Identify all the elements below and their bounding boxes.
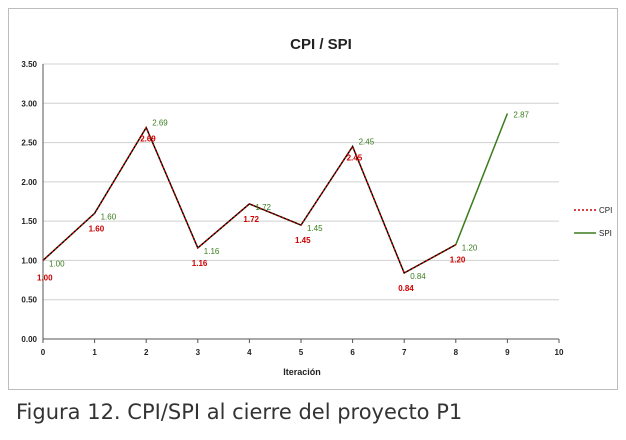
- x-tick-label: 7: [402, 348, 407, 357]
- series-layer: [42, 113, 509, 275]
- x-tick-label: 5: [299, 348, 304, 357]
- data-labels-layer: 1.00 1.60 2.69 1.16 1.72 1.45 2.45 0.84 1.20 2.87…: [37, 111, 530, 294]
- chart-frame: CPI / SPI 0.00 0.50 1.00 1.50 2.00 2.50 3.00 3.…: [8, 8, 618, 390]
- x-tick-label: 8: [454, 348, 459, 357]
- y-tick-label: 2.00: [21, 178, 37, 187]
- cpi-data-label: 2.69: [140, 135, 156, 144]
- y-tick-label: 3.00: [21, 99, 37, 108]
- x-tick-label: 9: [505, 348, 510, 357]
- cpi-spi-chart: CPI / SPI 0.00 0.50 1.00 1.50 2.00 2.50 3.00 3.…: [21, 36, 612, 377]
- spi-data-label: 1.00: [49, 259, 65, 268]
- cpi-data-label: 2.45: [347, 154, 363, 163]
- legend: CPI SPI: [574, 206, 612, 238]
- spi-data-label: 1.45: [307, 224, 323, 233]
- chart-title: CPI / SPI: [290, 36, 352, 53]
- cpi-data-label: 0.84: [398, 284, 414, 293]
- y-tick-label: 0.50: [21, 296, 37, 305]
- cpi-line: [42, 126, 457, 274]
- y-tick-label: 0.00: [21, 335, 37, 344]
- y-tick-label: 3.50: [21, 60, 37, 69]
- cpi-data-label: 1.60: [89, 224, 105, 233]
- y-tick-label: 1.50: [21, 217, 37, 226]
- spi-data-label: 1.60: [101, 212, 117, 221]
- spi-data-label: 1.20: [462, 244, 478, 253]
- spi-data-label: 1.16: [204, 247, 220, 256]
- figure-caption: Figura 12. CPI/SPI al cierre del proyect…: [16, 400, 463, 424]
- x-tick-label: 4: [247, 348, 252, 357]
- spi-data-label: 2.87: [513, 111, 529, 120]
- spi-data-label: 0.84: [410, 272, 426, 281]
- cpi-data-label: 1.16: [192, 259, 208, 268]
- axes-layer: 0.00 0.50 1.00 1.50 2.00 2.50 3.00 3.50 0 1 2 3 4 5 6 7…: [21, 60, 564, 357]
- x-tick-label: 10: [555, 348, 564, 357]
- spi-data-label: 2.69: [152, 119, 168, 128]
- cpi-line-base: [42, 126, 457, 274]
- spi-data-label: 2.45: [359, 138, 375, 147]
- legend-spi-label: SPI: [599, 229, 612, 238]
- x-tick-label: 3: [196, 348, 201, 357]
- x-tick-label: 2: [144, 348, 149, 357]
- x-tick-label: 1: [92, 348, 97, 357]
- x-tick-label: 0: [41, 348, 46, 357]
- cpi-data-label: 1.45: [295, 236, 311, 245]
- y-tick-label: 1.00: [21, 256, 37, 265]
- grid-layer: [43, 63, 559, 301]
- spi-line: [42, 113, 509, 275]
- x-axis-label: Iteración: [283, 367, 321, 377]
- legend-cpi-label: CPI: [599, 206, 612, 215]
- y-tick-label: 2.50: [21, 139, 37, 148]
- cpi-data-label: 1.72: [243, 215, 259, 224]
- cpi-data-label: 1.00: [37, 273, 53, 282]
- cpi-data-label: 1.20: [450, 256, 466, 265]
- x-tick-label: 6: [350, 348, 355, 357]
- spi-data-label: 1.72: [255, 203, 271, 212]
